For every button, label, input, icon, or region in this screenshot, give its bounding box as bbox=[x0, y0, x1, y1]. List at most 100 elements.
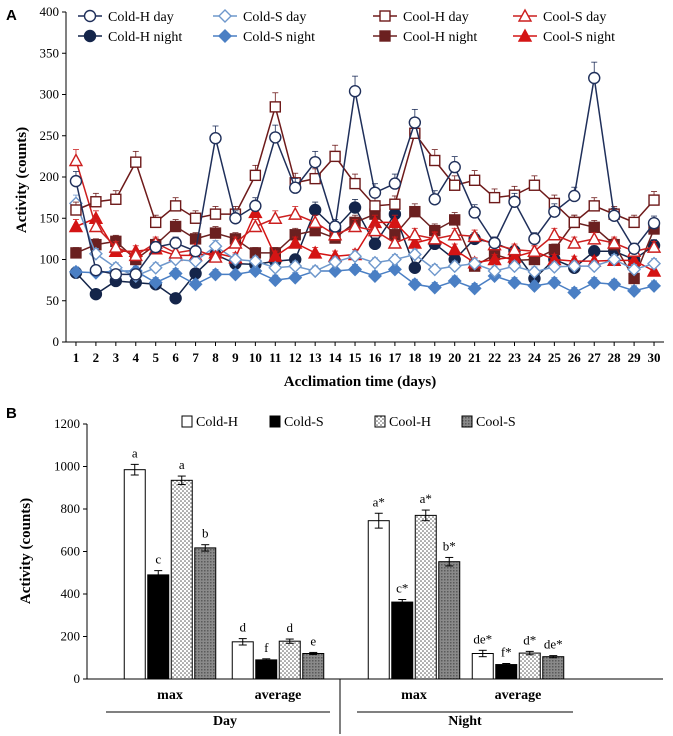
point-cool-h-night bbox=[169, 220, 182, 233]
point-cool-h-day bbox=[488, 191, 501, 204]
panel-a-x-tick-label: 26 bbox=[568, 350, 582, 365]
point-cool-s-day bbox=[427, 231, 442, 245]
point-cold-s-night bbox=[268, 273, 283, 288]
panel-a-y-axis-title: Activity (counts) bbox=[14, 127, 30, 233]
legend-marker-cool-h-night bbox=[379, 30, 391, 42]
point-cold-s-night bbox=[288, 270, 303, 285]
bar-cold-s bbox=[391, 601, 414, 680]
point-cold-s-day bbox=[268, 260, 283, 275]
point-cold-s-day bbox=[607, 252, 622, 267]
point-cold-s-night bbox=[168, 266, 183, 281]
panel-a-x-tick-label: 29 bbox=[628, 350, 642, 365]
significance-label: de* bbox=[544, 637, 563, 652]
point-cool-h-night bbox=[70, 247, 82, 259]
point-cold-h-night bbox=[169, 292, 182, 305]
point-cool-h-day bbox=[528, 179, 541, 191]
bar-cool-s bbox=[194, 547, 217, 680]
point-cool-s-day bbox=[507, 242, 522, 256]
point-cool-h-day bbox=[169, 200, 182, 212]
significance-label: b bbox=[202, 526, 209, 541]
point-cold-s-night bbox=[607, 277, 622, 292]
significance-label: a* bbox=[373, 494, 385, 509]
legend-bg bbox=[71, 7, 201, 25]
legend-label-cool-s-night: Cool-S night bbox=[543, 30, 615, 45]
point-cold-s-night bbox=[507, 275, 522, 290]
point-cold-s-day bbox=[148, 260, 163, 275]
panel-a-x-tick-label: 12 bbox=[289, 350, 302, 365]
legend-bg bbox=[366, 27, 496, 45]
point-cool-h-day bbox=[269, 101, 281, 113]
bar-cool-s bbox=[438, 561, 461, 680]
point-cool-s-day bbox=[347, 219, 363, 233]
legend-swatch-cold-h bbox=[181, 415, 193, 428]
point-cold-s-day bbox=[447, 259, 462, 274]
bar-group-0: a c a b bbox=[123, 445, 217, 680]
point-cold-h-night bbox=[348, 201, 362, 214]
point-cold-h-night bbox=[368, 237, 382, 251]
panel-a-x-tick-label: 18 bbox=[408, 350, 422, 365]
point-cold-s-night bbox=[68, 264, 83, 279]
point-cold-s-day bbox=[487, 264, 502, 279]
point-cool-s-day bbox=[367, 223, 383, 237]
point-cold-s-day bbox=[367, 255, 382, 270]
panel-a-x-tick-label: 24 bbox=[528, 350, 542, 365]
point-cold-s-day bbox=[627, 262, 642, 277]
panel-a-x-tick-label: 22 bbox=[488, 350, 501, 365]
point-cold-s-day bbox=[308, 264, 323, 279]
point-cold-h-day bbox=[508, 195, 521, 208]
legend-bg bbox=[206, 27, 336, 45]
panel-a-y-tick-label: 100 bbox=[40, 252, 60, 267]
panel-b-y-tick-label: 600 bbox=[61, 544, 81, 559]
point-cold-h-night bbox=[408, 261, 422, 274]
legend-label-cool-h: Cool-H bbox=[389, 415, 431, 430]
significance-label: b* bbox=[443, 538, 456, 553]
legend-bg bbox=[366, 7, 496, 25]
panel-a-y-tick-label: 400 bbox=[40, 4, 60, 19]
panel-b-y-tick-label: 0 bbox=[74, 671, 81, 686]
point-cold-s-night bbox=[467, 281, 482, 296]
legend-label-cool-s: Cool-S bbox=[476, 415, 516, 430]
category-label: max bbox=[157, 688, 183, 703]
point-cool-h-night bbox=[409, 205, 421, 218]
point-cold-h-day bbox=[588, 71, 601, 85]
point-cold-h-day bbox=[89, 264, 103, 277]
point-cool-h-day bbox=[369, 200, 381, 212]
point-cool-h-day bbox=[429, 154, 441, 167]
point-cool-s-day bbox=[88, 219, 104, 233]
panel-b-y-axis-title: Activity (counts) bbox=[18, 498, 34, 604]
point-cold-h-day bbox=[528, 232, 541, 246]
legend-label-cold-s-day: Cold-S day bbox=[243, 10, 306, 25]
legend-marker-cold-s-night bbox=[218, 29, 232, 43]
point-cold-s-day bbox=[467, 256, 482, 271]
bar-cold-h bbox=[471, 653, 494, 680]
point-cold-h-day bbox=[129, 268, 142, 281]
series-cold-s-day bbox=[68, 194, 662, 283]
point-cool-h-day bbox=[249, 169, 262, 182]
point-cold-s-day bbox=[427, 262, 442, 277]
point-cool-h-day bbox=[70, 204, 82, 216]
significance-label: d* bbox=[523, 632, 536, 647]
point-cool-h-day bbox=[90, 196, 102, 208]
panel-a-label: A bbox=[6, 7, 17, 24]
point-cold-h-day bbox=[428, 193, 441, 206]
legend-marker-cool-s-day bbox=[517, 8, 533, 22]
point-cool-s-day bbox=[606, 235, 622, 249]
point-cool-s-day bbox=[68, 153, 84, 167]
point-cool-h-day bbox=[568, 216, 580, 229]
panel-a-x-tick-label: 21 bbox=[468, 350, 481, 365]
point-cool-s-day bbox=[128, 247, 143, 262]
bar-cold-h bbox=[367, 520, 390, 680]
point-cold-s-night bbox=[387, 262, 402, 277]
point-cool-s-day bbox=[587, 231, 602, 245]
point-cool-h-day bbox=[209, 208, 222, 220]
panel-a-x-tick-label: 14 bbox=[329, 350, 343, 365]
point-cold-h-day bbox=[229, 212, 242, 225]
bar-cool-h bbox=[518, 652, 541, 680]
significance-label: a bbox=[132, 445, 138, 460]
bar-cool-h bbox=[170, 479, 193, 680]
bar-cool-h bbox=[278, 640, 301, 680]
point-cool-s-night bbox=[387, 214, 403, 229]
series-cool-h-day bbox=[70, 92, 660, 229]
point-cold-s-night bbox=[188, 277, 203, 292]
